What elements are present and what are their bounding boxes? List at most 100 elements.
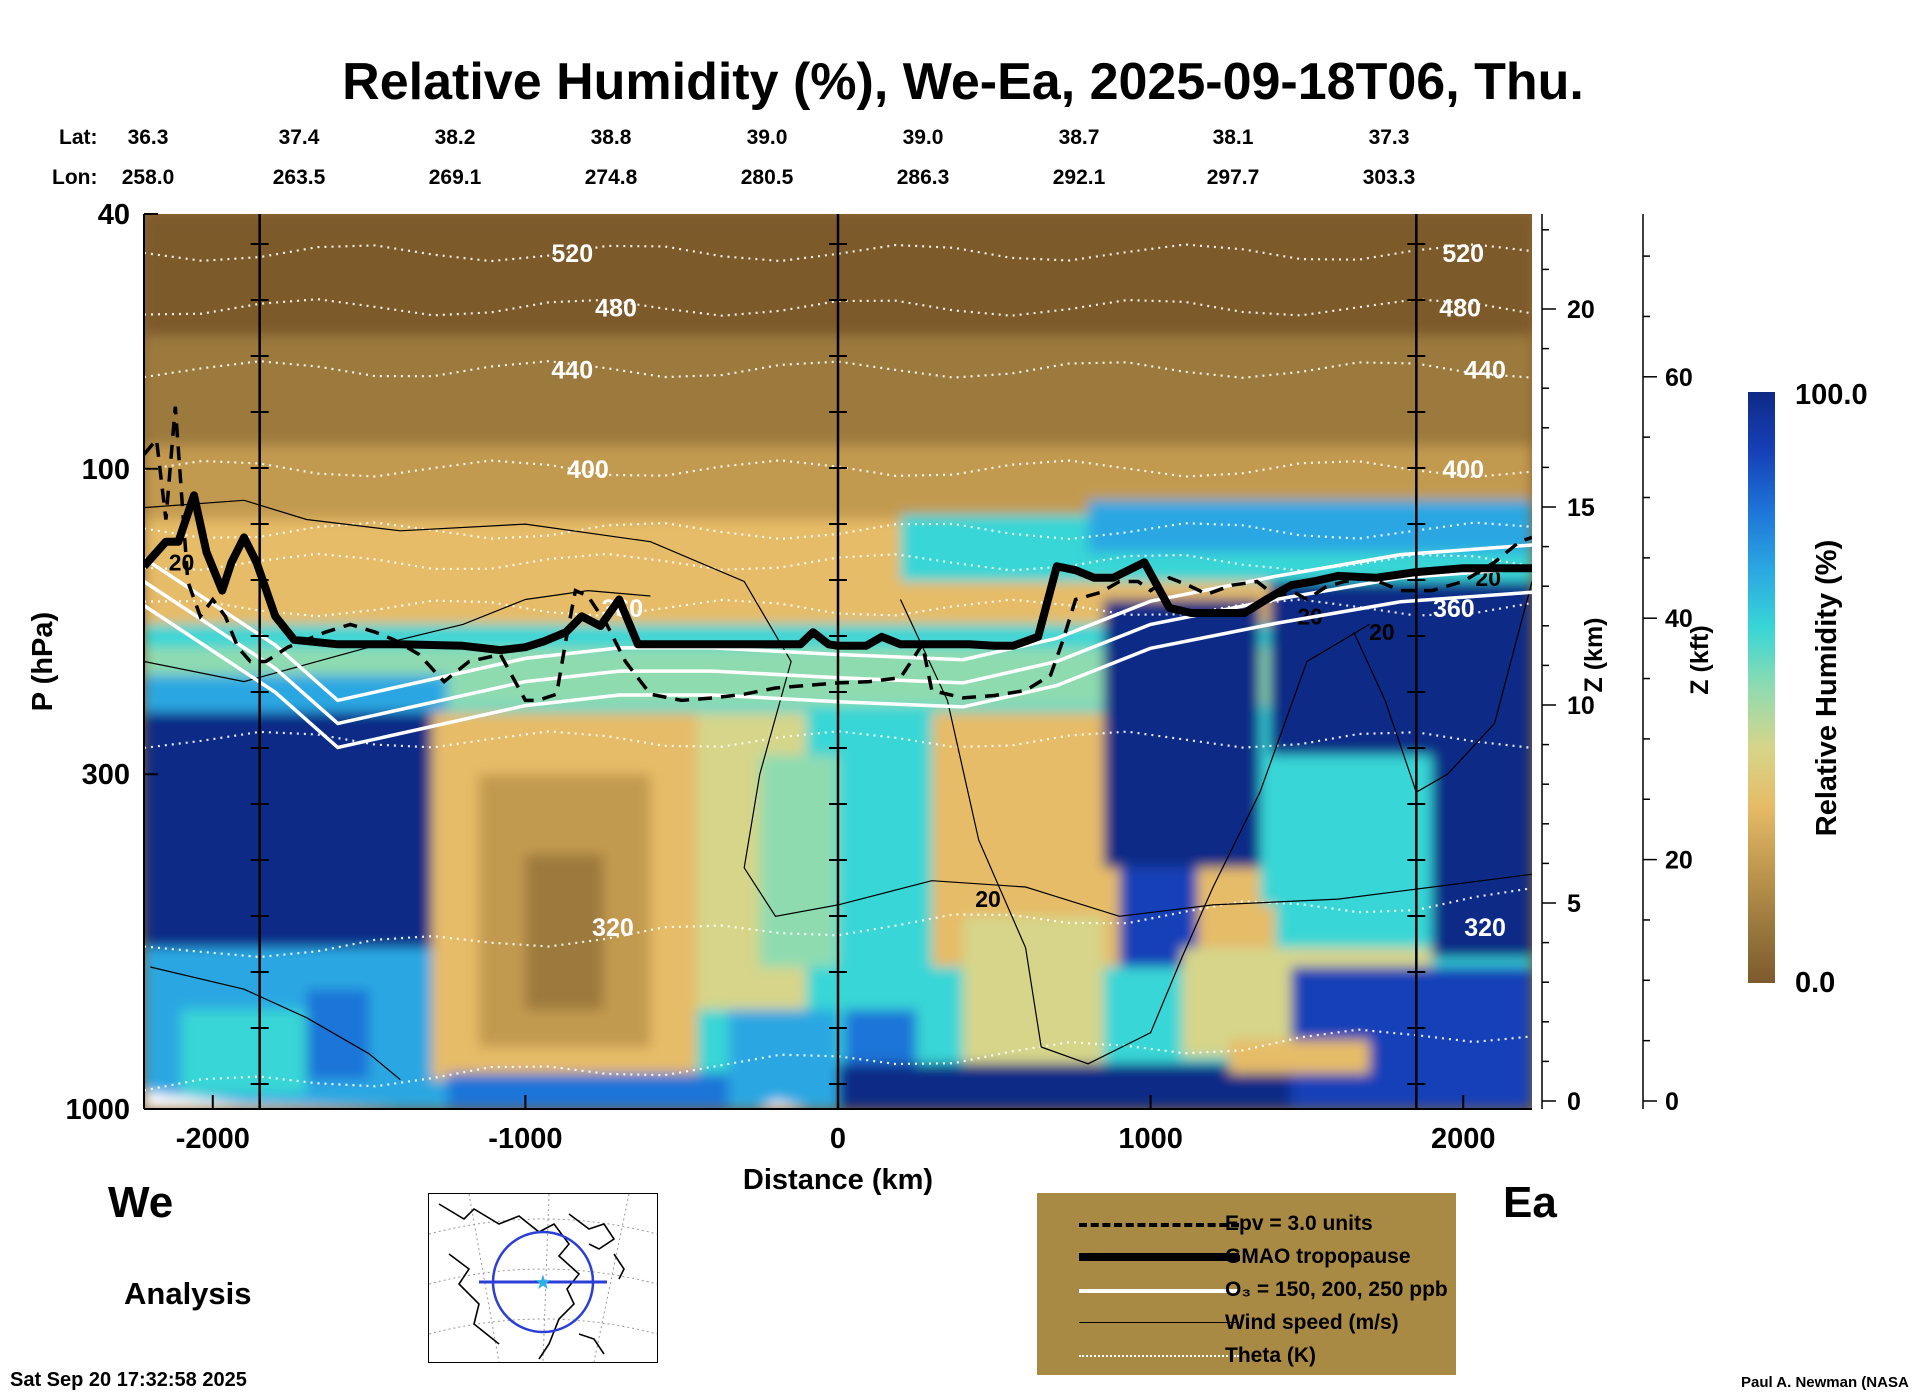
colorbar: 100.0 0.0 Relative Humidity (%) <box>1748 379 1868 999</box>
legend-item: O₃ = 150, 200, 250 ppb <box>1037 1275 1456 1308</box>
analysis-label: Analysis <box>124 1276 252 1311</box>
humidity-region <box>525 854 604 1010</box>
y-tick-label: 1000 <box>65 1094 130 1126</box>
legend: Epv = 3.0 units GMAO tropopause O₃ = 150… <box>1037 1193 1456 1375</box>
terrain <box>144 1091 401 1109</box>
theta-label: 440 <box>551 357 593 385</box>
lat-value: 36.3 <box>127 126 169 149</box>
locator-map-graphic: ★ <box>428 1193 658 1363</box>
theta-label: 480 <box>1439 295 1481 323</box>
theta-label: 520 <box>1442 240 1484 268</box>
lat-value: 37.4 <box>278 126 320 149</box>
wind-contour-line <box>144 499 1532 917</box>
legend-item: GMAO tropopause <box>1037 1242 1456 1275</box>
tropopause-line <box>144 491 1532 655</box>
locator-map: ★ <box>428 1193 658 1363</box>
y-tick-label: 40 <box>98 199 130 231</box>
lat-value: 38.1 <box>1212 126 1254 149</box>
center-star-icon: ★ <box>534 1272 552 1294</box>
theta-contour-line <box>144 598 1532 618</box>
lon-value: 274.8 <box>584 166 638 189</box>
x-axis-label: Distance (km) <box>743 1164 933 1196</box>
colorbar-min-label: 0.0 <box>1795 967 1835 999</box>
humidity-region <box>306 989 370 1080</box>
legend-label: O₃ = 150, 200, 250 ppb <box>1225 1278 1448 1301</box>
lon-value: 286.3 <box>896 166 950 189</box>
z-kft-axis-label: Z (kft) <box>1686 625 1714 694</box>
humidity-region <box>181 1009 307 1095</box>
z-kft-tick-label: 0 <box>1665 1088 1679 1116</box>
terrain <box>759 1100 807 1109</box>
legend-item: Theta (K) <box>1037 1341 1456 1374</box>
legend-item: Wind speed (m/s) <box>1037 1308 1456 1341</box>
z-km-tick-label: 20 <box>1567 296 1595 324</box>
theta-label: 320 <box>1464 914 1506 942</box>
humidity-region <box>1260 774 1432 905</box>
legend-swatch <box>1079 1223 1239 1227</box>
humidity-region <box>1088 500 1532 553</box>
humidity-region <box>728 1009 838 1109</box>
legend-item: Epv = 3.0 units <box>1037 1209 1456 1242</box>
epv-line <box>144 406 1532 703</box>
y-tick-label: 100 <box>82 454 130 486</box>
lon-value: 269.1 <box>428 166 482 189</box>
y-axis-label: P (hPa) <box>27 612 59 711</box>
theta-label: 520 <box>551 240 593 268</box>
lon-value: 303.3 <box>1362 166 1416 189</box>
theta-label: 440 <box>1464 357 1506 385</box>
wind-contour-line <box>1353 581 1532 794</box>
axes: -2000 -1000 0 1000 2000401003001000Distance … <box>27 199 1714 1196</box>
legend-swatch <box>1079 1289 1239 1293</box>
colorbar-label: Relative Humidity (%) <box>1811 540 1843 837</box>
credit: Paul A. Newman (NASA <box>1741 1374 1909 1391</box>
legend-label: Wind speed (m/s) <box>1225 1311 1399 1334</box>
wind-contour-line <box>150 966 401 1081</box>
legend-swatch <box>1079 1355 1239 1357</box>
colorbar-max-label: 100.0 <box>1795 379 1868 411</box>
z-km-tick-label: 10 <box>1567 692 1595 720</box>
z-km-tick-label: 0 <box>1567 1088 1581 1116</box>
z-kft-tick-label: 60 <box>1665 364 1693 392</box>
lat-value: 38.7 <box>1058 126 1100 149</box>
theta-contour-line <box>144 298 1532 317</box>
legend-label: Theta (K) <box>1225 1344 1316 1367</box>
wind-label: 20 <box>169 549 195 575</box>
lon-value: 258.0 <box>121 166 175 189</box>
z-km-tick-label: 15 <box>1567 494 1595 522</box>
theta-label: 400 <box>567 456 609 484</box>
west-label: We <box>108 1178 174 1227</box>
x-tick-label: 1000 <box>1118 1123 1183 1155</box>
wind-contour-line <box>144 589 651 683</box>
humidity-region <box>144 706 448 948</box>
lon-value: 280.5 <box>740 166 794 189</box>
x-tick-label: -2000 <box>176 1123 250 1155</box>
theta-contour-line <box>144 243 1532 263</box>
humidity-region <box>1103 599 1261 868</box>
colorbar-bar <box>1748 392 1775 983</box>
lon-row-label: Lon: <box>52 166 98 189</box>
z-km-axis-label: Z (km) <box>1580 618 1608 693</box>
coastline-icon <box>438 1203 625 1360</box>
humidity-region <box>1431 755 1532 958</box>
timestamp: Sat Sep 20 17:32:58 2025 <box>10 1369 247 1391</box>
z-kft-tick-label: 40 <box>1665 605 1693 633</box>
wind-label: 20 <box>975 886 1001 912</box>
z-km-tick-label: 5 <box>1567 890 1581 918</box>
legend-label: Epv = 3.0 units <box>1225 1212 1373 1235</box>
theta-label: 480 <box>595 295 637 323</box>
theta-contour-line <box>144 1028 1532 1092</box>
humidity-region <box>144 675 448 713</box>
y-tick-label: 300 <box>82 759 130 791</box>
x-tick-label: 0 <box>830 1123 846 1155</box>
humidity-region <box>1291 966 1532 1109</box>
lat-row-label: Lat: <box>59 126 98 149</box>
east-label: Ea <box>1503 1178 1557 1227</box>
z-kft-tick-label: 20 <box>1665 847 1693 875</box>
humidity-region <box>1228 1039 1370 1074</box>
chart-title: Relative Humidity (%), We-Ea, 2025-09-18… <box>342 53 1584 111</box>
